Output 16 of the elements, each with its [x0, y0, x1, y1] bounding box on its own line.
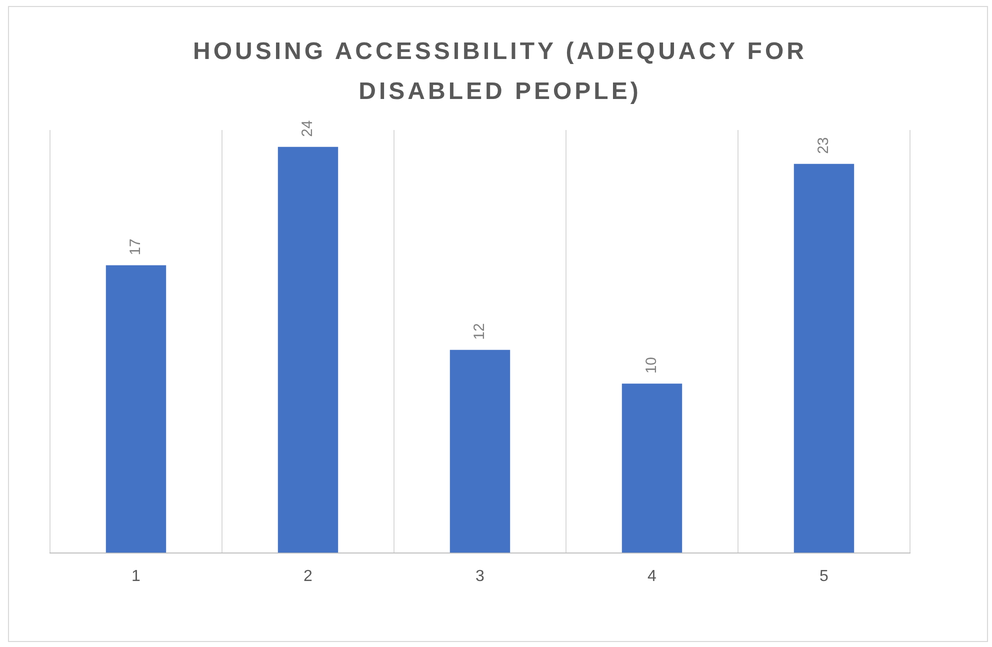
bar	[622, 384, 682, 553]
bar	[794, 164, 854, 553]
x-tick-label: 2	[304, 568, 313, 585]
chart-title: HOUSING ACCESSIBILITY (ADEQUACY FOR DISABLED PEOPLE)	[192, 37, 808, 107]
x-tick-label: 3	[476, 568, 485, 585]
x-tick-label: 4	[648, 568, 657, 585]
data-label: 17	[127, 238, 144, 256]
data-label: 10	[643, 356, 660, 374]
bar	[278, 146, 338, 553]
data-label: 23	[815, 137, 832, 154]
bar	[106, 265, 166, 553]
data-label: 24	[299, 120, 316, 137]
x-tick-label: 5	[820, 568, 829, 585]
x-tick-label: 1	[132, 568, 141, 585]
bar	[450, 350, 510, 553]
data-label: 12	[471, 323, 488, 340]
